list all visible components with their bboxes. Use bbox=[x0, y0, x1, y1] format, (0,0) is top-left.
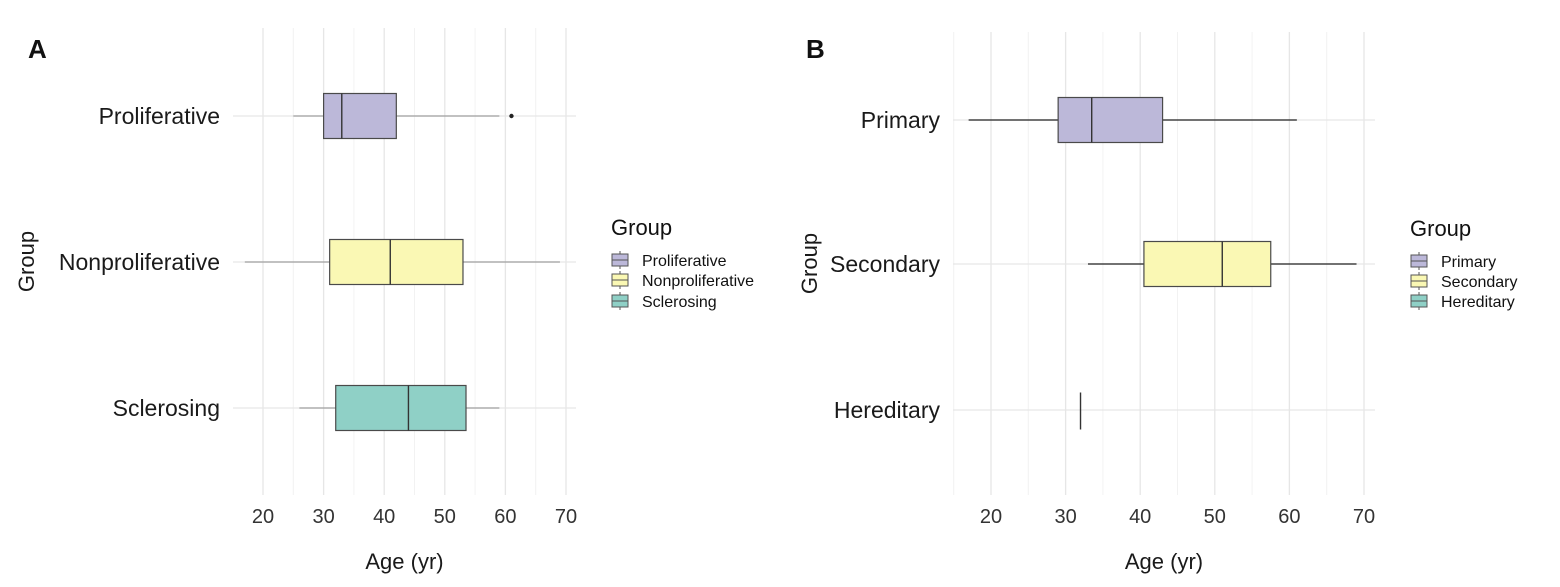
x-tick-label: 50 bbox=[1204, 506, 1226, 528]
box-nonproliferative bbox=[329, 238, 464, 286]
legend-title: Group bbox=[1410, 216, 1471, 241]
box-primary bbox=[1057, 96, 1164, 144]
x-tick-label: 30 bbox=[312, 506, 334, 528]
legend-title: Group bbox=[611, 215, 672, 240]
legend-label-secondary: Secondary bbox=[1441, 274, 1518, 291]
x-tick-label: 20 bbox=[252, 506, 274, 528]
legend-label-sclerosing: Sclerosing bbox=[642, 294, 717, 311]
panel-label: B bbox=[806, 34, 825, 64]
x-axis-title: Age (yr) bbox=[365, 549, 443, 574]
panel-b: B Primary Secondary Hereditary 20 30 40 50 60 70 A… bbox=[797, 32, 1518, 574]
x-tick-label: 50 bbox=[434, 506, 456, 528]
box-proliferative bbox=[323, 92, 397, 140]
y-axis-title: Group bbox=[14, 231, 39, 292]
legend-label-hereditary: Hereditary bbox=[1441, 294, 1515, 311]
x-tick-label: 40 bbox=[1129, 506, 1151, 528]
y-axis-title: Group bbox=[797, 233, 822, 294]
box-sclerosing bbox=[335, 384, 467, 432]
x-tick-label: 60 bbox=[494, 506, 516, 528]
panel-a: A Proliferative Nonproliferative Sclerosing… bbox=[14, 28, 754, 574]
panel-label: A bbox=[28, 34, 47, 64]
legend-label-primary: Primary bbox=[1441, 254, 1496, 271]
x-tick-label: 70 bbox=[1353, 506, 1375, 528]
category-label-secondary: Secondary bbox=[830, 251, 940, 277]
outlier-point-proliferative bbox=[509, 113, 514, 119]
x-axis-title: Age (yr) bbox=[1125, 549, 1203, 574]
legend-label-nonproliferative: Nonproliferative bbox=[642, 273, 754, 290]
x-tick-label: 20 bbox=[980, 506, 1002, 528]
legend-label-proliferative: Proliferative bbox=[642, 253, 727, 270]
category-label-nonproliferative: Nonproliferative bbox=[59, 249, 220, 275]
x-tick-label: 60 bbox=[1278, 506, 1300, 528]
x-tick-label: 30 bbox=[1054, 506, 1076, 528]
x-tick-label: 70 bbox=[555, 506, 577, 528]
category-label-primary: Primary bbox=[861, 107, 941, 133]
box-secondary bbox=[1143, 240, 1272, 288]
category-label-proliferative: Proliferative bbox=[99, 103, 220, 129]
x-tick-label: 40 bbox=[373, 506, 395, 528]
category-label-sclerosing: Sclerosing bbox=[113, 395, 220, 421]
category-label-hereditary: Hereditary bbox=[834, 397, 941, 423]
